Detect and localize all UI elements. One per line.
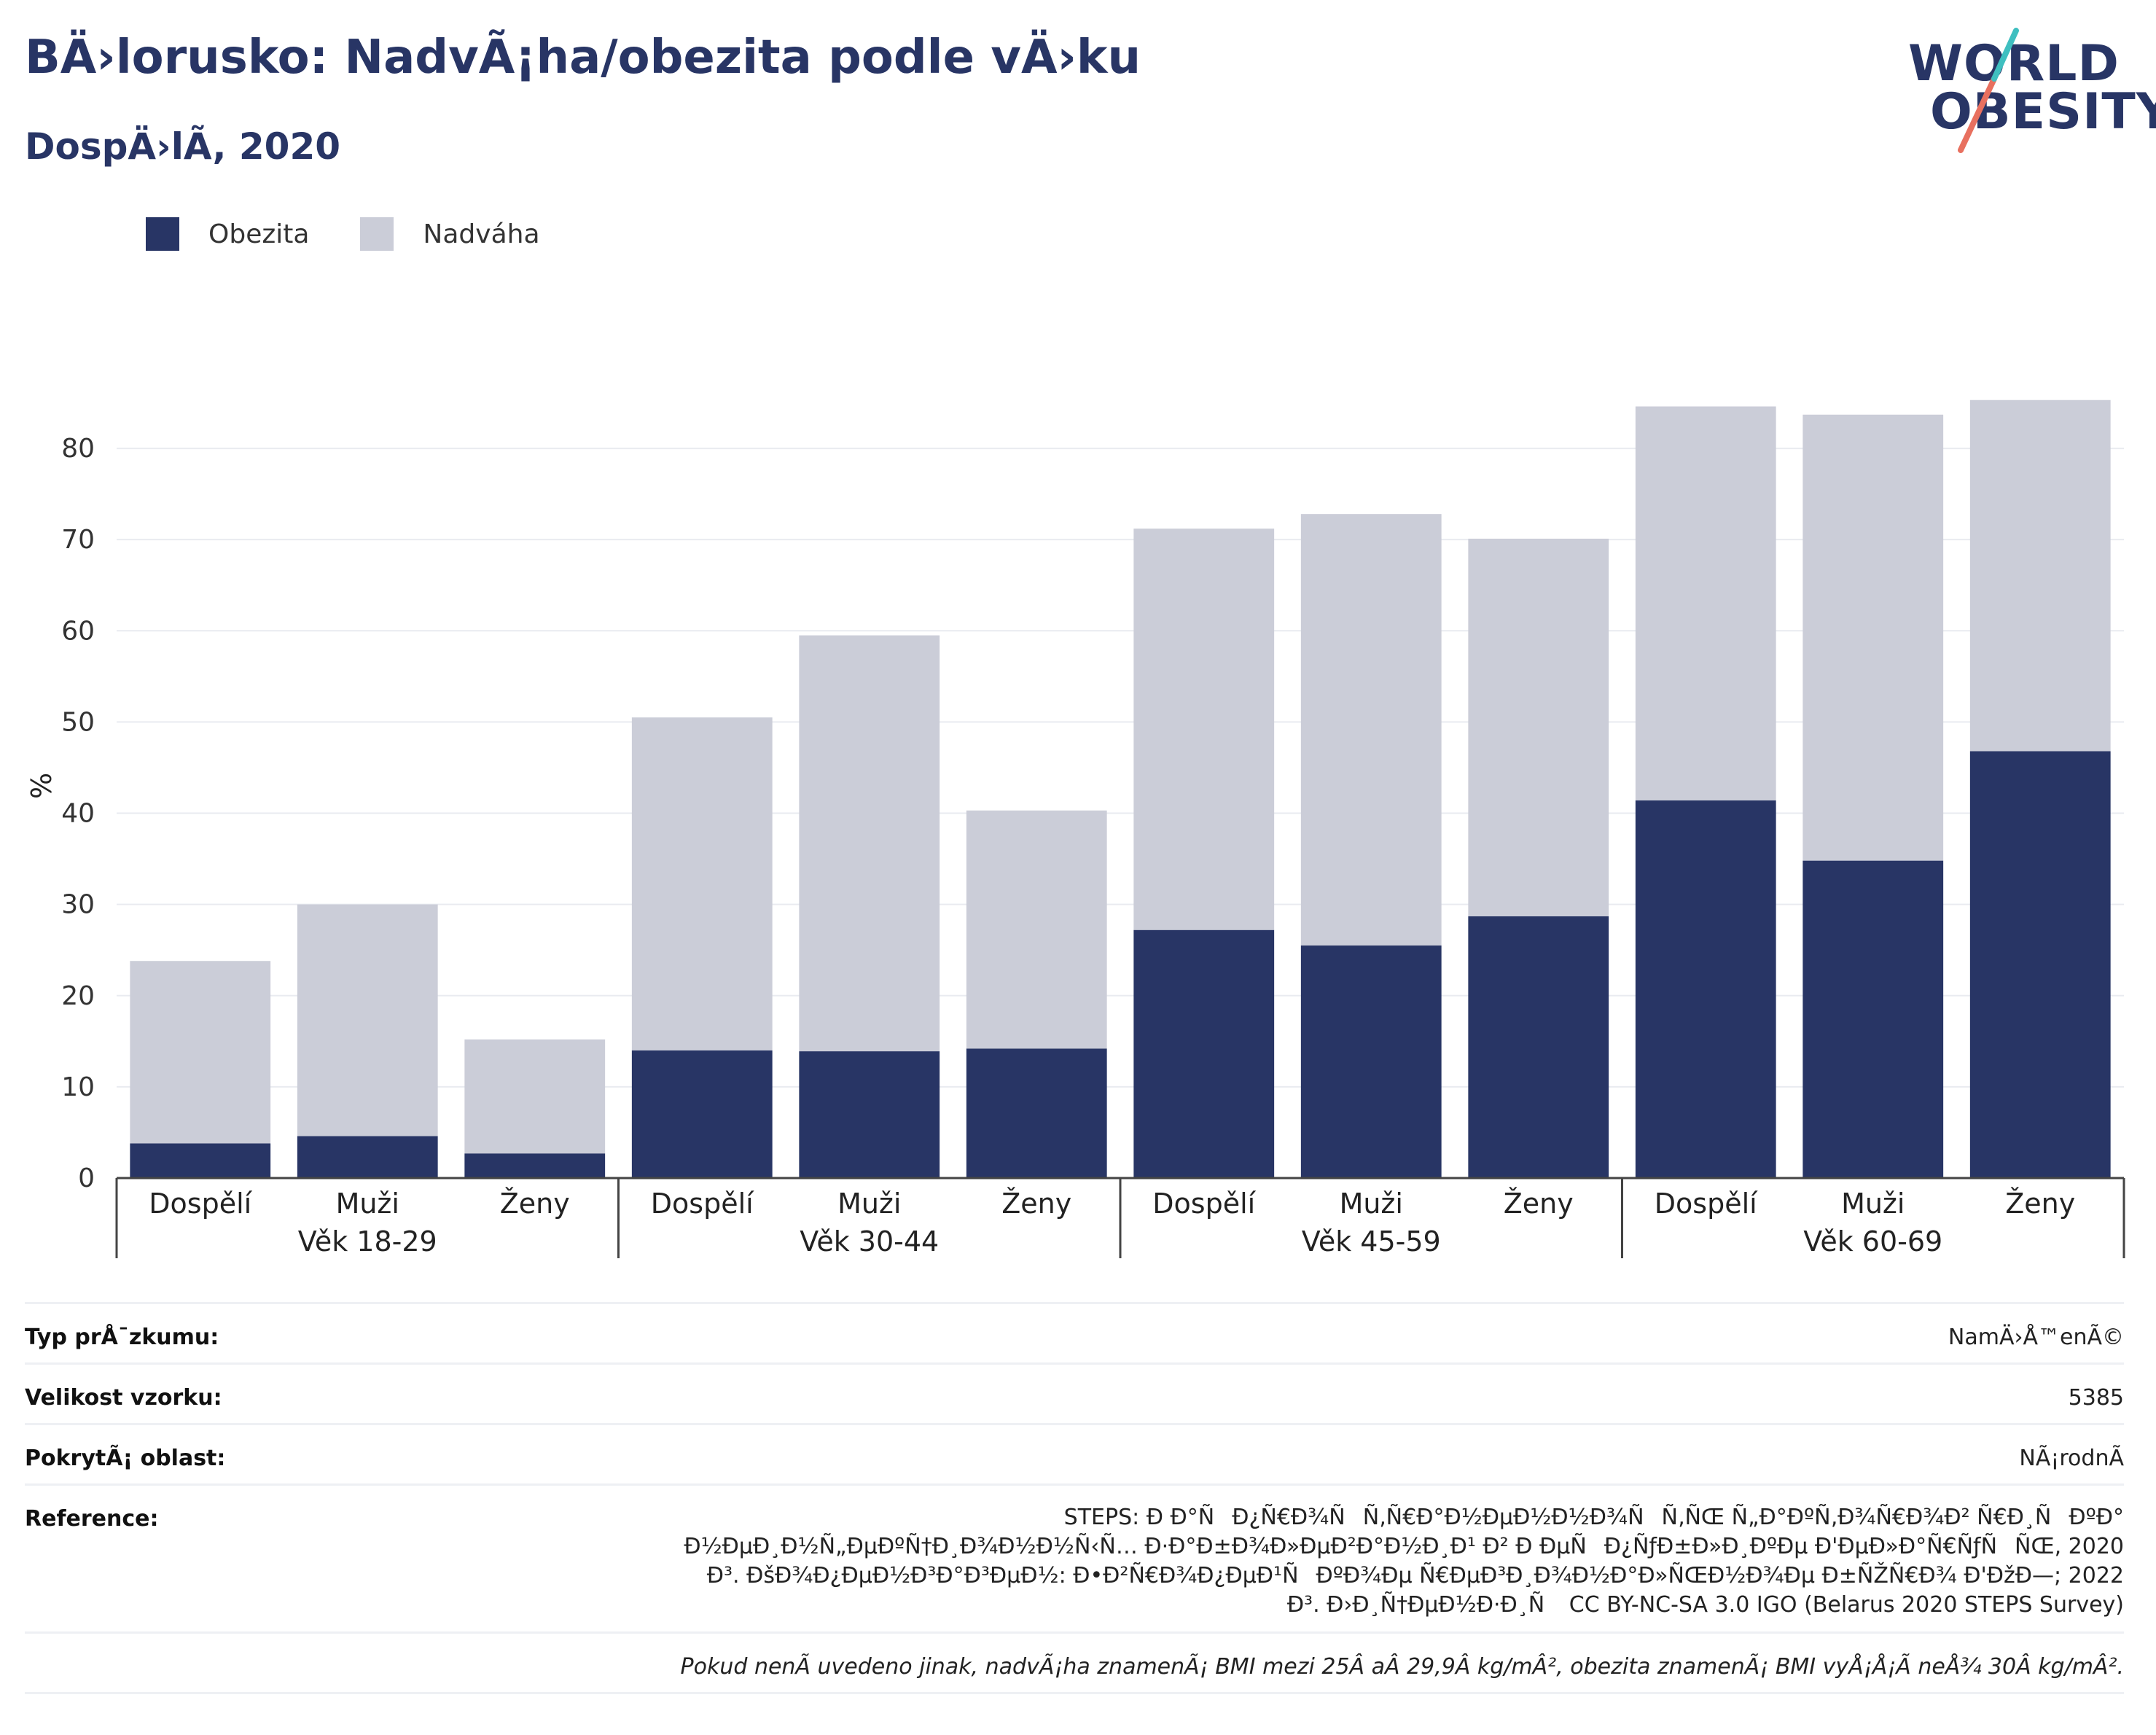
sample-size-value: 5385 — [2068, 1385, 2124, 1411]
bar-obezita — [1635, 800, 1776, 1178]
bar-obezita — [799, 1051, 940, 1178]
x-category-label: Ženy — [500, 1188, 570, 1220]
y-tick-label: 80 — [61, 434, 95, 464]
sample-size-label: Velikost vzorku: — [25, 1385, 222, 1411]
legend-label-nadvaha: Nadváha — [423, 219, 540, 249]
stacked-bar-chart: 0 10 20 30 40 50 60 70 80% Dospělí Muži Ženy Dospělí… — [26, 399, 2125, 1258]
y-tick-label: 50 — [61, 707, 95, 737]
x-category-label: Dospělí — [149, 1188, 252, 1220]
survey-type-label: Typ prÅ¯zkumu: — [25, 1325, 219, 1350]
x-category-label: Ženy — [2005, 1188, 2075, 1220]
x-category-label: Ženy — [1001, 1188, 1071, 1220]
logo-line-1: WORLD — [1908, 35, 2120, 93]
bar-nadváha — [297, 904, 438, 1136]
x-category-label: Muži — [1841, 1188, 1905, 1220]
legend-swatch-obezita — [146, 217, 179, 251]
bar-obezita — [1468, 916, 1609, 1178]
bar-obezita — [1300, 945, 1442, 1178]
bar-nadváha — [799, 635, 940, 1052]
x-category-label: Muži — [1340, 1188, 1403, 1220]
info-row-coverage: PokrytÃ¡ oblast: NÃ¡rodnÃ­ — [25, 1423, 2124, 1483]
y-tick-label: 0 — [78, 1163, 95, 1193]
x-group-label: Věk 45-59 — [1302, 1225, 1441, 1258]
bar-nadváha — [130, 961, 271, 1144]
reference-line: STEPS: Ð Ð°ÑÐ¿Ñ€Ð¾ÑÑ‚Ñ€Ð°Ð½ÐµÐ½Ð½Ð¾ÑÑ… — [1063, 1505, 2124, 1530]
chart-title: BÄ›lorusko: NadvÃ¡ha/obezita podle vÄ›ku — [25, 31, 1141, 85]
x-group-label: Věk 18-29 — [298, 1225, 437, 1258]
coverage-value: NÃ¡rodnÃ­ — [2019, 1446, 2124, 1471]
x-category-label: Dospělí — [1152, 1188, 1256, 1220]
bar-obezita — [464, 1153, 606, 1178]
bar-obezita — [1969, 751, 2111, 1178]
info-row-reference: Reference: STEPS: Ð Ð°ÑÐ¿Ñ€Ð¾ÑÑ‚Ñ€Ð°Ð½… — [25, 1483, 2124, 1631]
y-tick-label: 20 — [61, 981, 95, 1011]
survey-info-table: Typ prÅ¯zkumu: NamÄ›Å™enÃ© Velikost vzor… — [25, 1302, 2124, 1694]
reference-line: Ð½ÐµÐ¸Ð½Ñ„ÐµÐºÑ†Ð¸Ð¾Ð½Ð½Ñ‹Ñ… Ð·Ð°Ð±Ð¾Ð»Ð… — [684, 1534, 2124, 1559]
logo-slash-icon — [1958, 28, 2019, 153]
reference-value: STEPS: Ð Ð°ÑÐ¿Ñ€Ð¾ÑÑ‚Ñ€Ð°Ð½ÐµÐ½Ð½Ð¾ÑÑ… — [684, 1486, 2124, 1620]
y-tick-label: 70 — [61, 525, 95, 555]
y-tick-label: 60 — [61, 616, 95, 646]
bar-nadváha — [464, 1039, 606, 1154]
y-tick-label: 40 — [61, 799, 95, 829]
bar-obezita — [1133, 929, 1275, 1178]
y-axis-label: % — [26, 773, 58, 799]
legend-label-obezita: Obezita — [208, 219, 310, 249]
bar-nadváha — [1468, 538, 1609, 916]
bar-nadváha — [1300, 514, 1442, 946]
bmi-note: Pokud nenÃ­ uvedeno jinak, nadvÃ¡ha znam… — [680, 1654, 2124, 1680]
y-tick-label: 10 — [61, 1072, 95, 1102]
y-tick-label: 30 — [61, 890, 95, 920]
x-category-label: Dospělí — [1655, 1188, 1758, 1220]
survey-type-value: NamÄ›Å™enÃ© — [1948, 1325, 2124, 1350]
x-category-label: Muži — [837, 1188, 901, 1220]
reference-line: Ð³. ÐšÐ¾Ð¿ÐµÐ½Ð³Ð°Ð³ÐµÐ½: Ð•Ð²Ñ€Ð¾Ð¿ÐµÐ¹… — [706, 1563, 2124, 1588]
x-category-label: Dospělí — [651, 1188, 754, 1220]
legend-item-obezita: Obezita — [146, 217, 309, 251]
bar-obezita — [297, 1136, 438, 1178]
bar-nadváha — [631, 717, 773, 1050]
legend-item-nadvaha: Nadváha — [360, 217, 540, 251]
x-category-label: Ženy — [1504, 1188, 1574, 1220]
legend-swatch-nadvaha — [360, 217, 394, 251]
reference-label: Reference: — [25, 1506, 159, 1532]
bar-nadváha — [966, 810, 1107, 1049]
info-row-sample-size: Velikost vzorku: 5385 — [25, 1362, 2124, 1423]
chart-subtitle: DospÄ›lÃ­, 2020 — [25, 125, 341, 168]
x-group-label: Věk 60-69 — [1803, 1225, 1942, 1258]
reference-line: Ð³. Ð›Ð¸Ñ†ÐµÐ½Ð·Ð¸Ñ CC BY-NC-SA 3.0 IGO… — [1286, 1592, 2124, 1618]
bar-obezita — [966, 1048, 1107, 1178]
x-group-label: Věk 30-44 — [800, 1225, 939, 1258]
bar-nadváha — [1133, 529, 1275, 930]
bar-obezita — [1802, 860, 1944, 1178]
bar-obezita — [130, 1143, 271, 1178]
info-row-note: Pokud nenÃ­ uvedeno jinak, nadvÃ¡ha znam… — [25, 1631, 2124, 1694]
world-obesity-logo: WORLD OBESITY — [1901, 28, 2156, 159]
bar-nadváha — [1635, 406, 1776, 801]
bar-obezita — [631, 1050, 773, 1178]
coverage-label: PokrytÃ¡ oblast: — [25, 1446, 226, 1471]
bar-nadváha — [1802, 414, 1944, 861]
chart-legend: Obezita Nadváha — [146, 217, 591, 251]
info-row-survey-type: Typ prÅ¯zkumu: NamÄ›Å™enÃ© — [25, 1302, 2124, 1362]
x-category-label: Muži — [336, 1188, 399, 1220]
bar-nadváha — [1969, 399, 2111, 752]
